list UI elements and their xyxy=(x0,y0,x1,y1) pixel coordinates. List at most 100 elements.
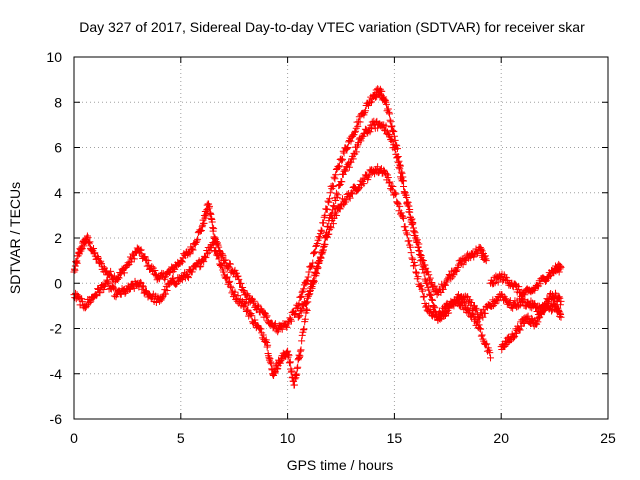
y-tick-label: -6 xyxy=(50,411,63,427)
data-point-marker xyxy=(130,284,138,292)
data-point-marker xyxy=(298,337,306,345)
data-point-marker xyxy=(338,178,346,186)
data-point-marker xyxy=(260,313,268,321)
data-point-marker xyxy=(270,323,278,331)
data-point-marker xyxy=(515,283,523,291)
data-point-marker xyxy=(391,136,399,144)
data-point-marker xyxy=(556,294,564,302)
data-point-marker xyxy=(303,298,311,306)
data-point-marker xyxy=(234,292,242,300)
data-point-marker xyxy=(175,277,183,285)
data-point-marker xyxy=(112,293,120,301)
data-point-marker xyxy=(336,205,344,213)
data-point-marker xyxy=(482,255,490,263)
data-point-marker xyxy=(545,299,553,307)
data-point-marker xyxy=(298,331,306,339)
data-point-marker xyxy=(317,226,325,234)
data-point-marker xyxy=(184,273,192,281)
data-point-marker xyxy=(237,279,245,287)
data-point-marker xyxy=(169,275,177,283)
data-point-marker xyxy=(242,300,250,308)
data-point-marker xyxy=(419,263,427,271)
data-point-marker xyxy=(331,210,339,218)
data-point-marker xyxy=(534,318,542,326)
data-point-marker xyxy=(428,311,436,319)
data-point-marker xyxy=(393,154,401,162)
data-point-marker xyxy=(318,227,326,235)
data-point-marker xyxy=(196,226,204,234)
data-point-marker xyxy=(445,309,453,317)
data-point-marker xyxy=(117,270,125,278)
data-point-marker xyxy=(459,261,467,269)
data-point-marker xyxy=(103,276,111,284)
data-point-marker xyxy=(417,282,425,290)
data-point-marker xyxy=(398,169,406,177)
data-point-marker xyxy=(90,250,98,258)
data-point-marker xyxy=(297,293,305,301)
data-point-marker xyxy=(419,293,427,301)
data-point-marker xyxy=(385,108,393,116)
data-point-marker xyxy=(212,247,220,255)
data-point-marker xyxy=(483,340,491,348)
y-tick-label: 6 xyxy=(54,140,62,156)
data-point-marker xyxy=(439,285,447,293)
data-point-marker xyxy=(126,285,134,293)
data-point-marker xyxy=(259,331,267,339)
data-point-marker xyxy=(491,279,499,287)
data-point-marker xyxy=(141,253,149,261)
data-point-marker xyxy=(342,196,350,204)
data-point-marker xyxy=(475,315,483,323)
data-point-marker xyxy=(81,304,89,312)
data-point-marker xyxy=(468,311,476,319)
data-point-marker xyxy=(343,145,351,153)
data-point-marker xyxy=(391,145,399,153)
data-point-marker xyxy=(222,256,230,264)
data-point-marker xyxy=(486,349,494,357)
data-point-marker xyxy=(406,243,414,251)
data-point-marker xyxy=(162,290,170,298)
data-point-marker xyxy=(382,100,390,108)
data-point-marker xyxy=(152,299,160,307)
data-point-marker xyxy=(332,197,340,205)
data-point-marker xyxy=(137,246,145,254)
data-point-marker xyxy=(204,249,211,257)
data-point-marker xyxy=(442,281,450,289)
data-point-marker xyxy=(303,294,311,302)
data-point-marker xyxy=(387,118,395,126)
data-point-marker xyxy=(211,235,219,243)
data-point-marker xyxy=(122,263,130,271)
data-point-marker xyxy=(404,198,412,206)
data-point-marker xyxy=(349,155,357,163)
data-point-marker xyxy=(295,300,303,308)
data-point-marker xyxy=(106,271,114,279)
data-point-marker xyxy=(223,274,231,282)
data-point-marker xyxy=(308,284,316,292)
data-point-marker xyxy=(479,313,487,321)
data-point-marker xyxy=(425,271,433,279)
data-point-marker xyxy=(408,215,416,223)
data-point-marker xyxy=(216,261,224,269)
data-point-marker xyxy=(345,163,353,171)
data-point-marker xyxy=(555,293,563,301)
data-point-marker xyxy=(286,358,294,366)
data-point-marker xyxy=(474,310,482,318)
data-point-marker xyxy=(554,293,562,301)
data-point-marker xyxy=(312,268,320,276)
data-point-marker xyxy=(285,351,293,359)
data-point-marker xyxy=(553,298,561,306)
data-point-marker xyxy=(501,342,509,350)
data-point-marker xyxy=(405,202,413,210)
chart-title: Day 327 of 2017, Sidereal Day-to-day VTE… xyxy=(79,19,585,35)
data-point-marker xyxy=(186,250,194,258)
y-tick-label: 0 xyxy=(54,275,62,291)
data-point-marker xyxy=(192,239,200,247)
data-point-marker xyxy=(332,171,340,179)
data-point-marker xyxy=(405,237,413,245)
data-point-marker xyxy=(313,270,321,278)
data-point-marker xyxy=(354,122,362,130)
data-point-marker xyxy=(327,224,335,232)
data-point-marker xyxy=(428,295,436,303)
data-point-marker xyxy=(292,304,300,312)
data-point-marker xyxy=(368,98,376,106)
data-point-marker xyxy=(263,312,271,320)
